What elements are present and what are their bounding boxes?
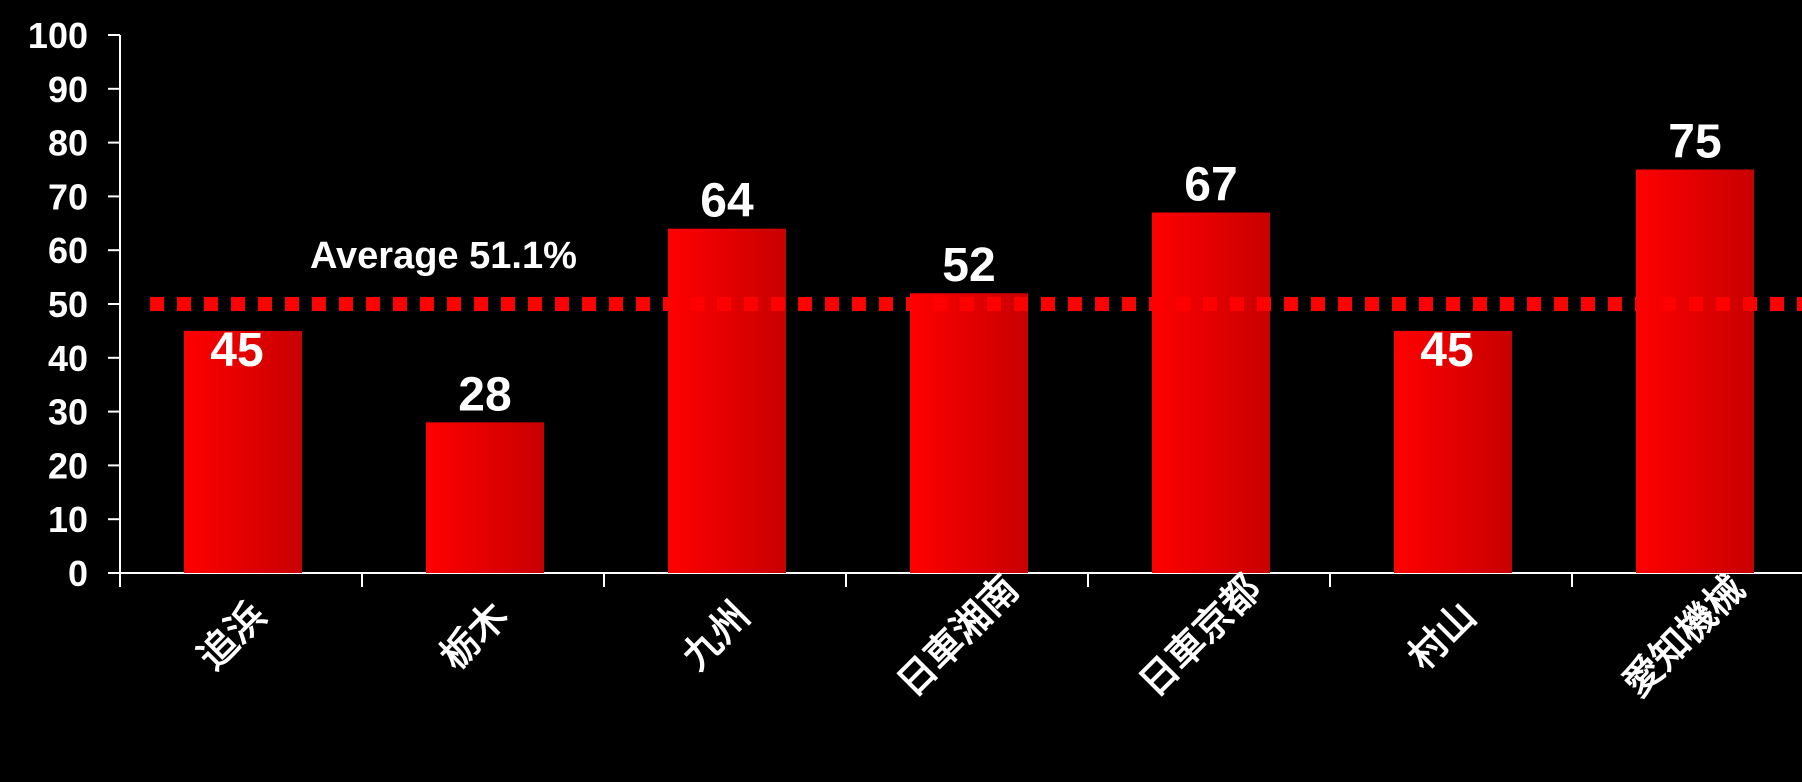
y-tick-label: 0 — [68, 553, 88, 594]
bar — [1394, 330, 1512, 573]
category-label: 日車京都 — [1131, 567, 1270, 706]
y-tick-label: 30 — [48, 392, 88, 433]
y-tick-label: 90 — [48, 69, 88, 110]
y-tick-label: 10 — [48, 499, 88, 540]
value-label: 67 — [1184, 159, 1237, 212]
value-label: 75 — [1668, 116, 1721, 169]
category-label: 日車湘南 — [889, 567, 1028, 706]
value-label: 45 — [1420, 324, 1473, 377]
value-label: 64 — [700, 175, 754, 228]
category-label: 愛知機械 — [1615, 567, 1754, 706]
bar — [910, 293, 1028, 573]
category-label: 九州 — [673, 593, 758, 678]
average-line-group: Average 51.1% — [150, 235, 1802, 311]
bar — [668, 228, 786, 573]
y-tick-label: 40 — [48, 338, 88, 379]
category-label: 追浜 — [189, 593, 274, 678]
value-label: 52 — [942, 239, 995, 292]
bar — [1636, 169, 1754, 573]
category-labels: 追浜 栃木 九州 日車湘南 日車京都 村山 愛知機械 — [189, 567, 1753, 706]
y-tick-label: 20 — [48, 445, 88, 486]
value-label: 45 — [210, 324, 263, 377]
x-axis — [119, 572, 1802, 587]
y-tick-label: 70 — [48, 176, 88, 217]
bars — [184, 169, 1754, 574]
y-tick-label: 100 — [28, 15, 88, 56]
value-label: 28 — [458, 368, 511, 421]
bar — [184, 330, 302, 573]
bar — [1152, 212, 1270, 574]
category-label: 村山 — [1399, 593, 1484, 678]
y-axis: 0 10 20 30 40 50 60 70 80 90 100 — [28, 15, 121, 594]
average-label: Average 51.1% — [310, 235, 577, 277]
y-tick-label: 60 — [48, 230, 88, 271]
y-tick-label: 80 — [48, 123, 88, 164]
y-tick-label: 50 — [48, 284, 88, 325]
category-label: 栃木 — [431, 593, 516, 678]
bar — [426, 422, 544, 573]
value-labels: 45 28 64 52 67 45 75 — [210, 116, 1721, 422]
